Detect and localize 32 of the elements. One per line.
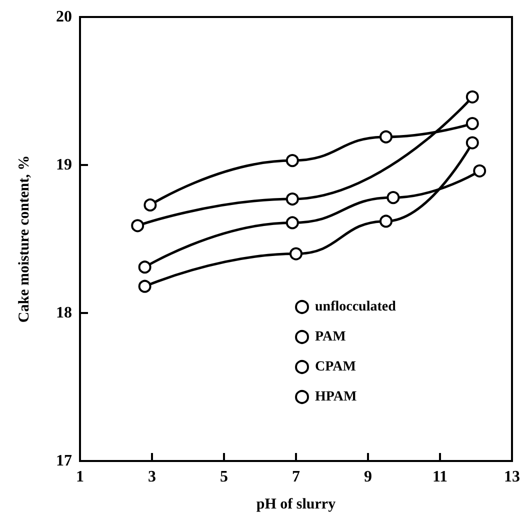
- point: [380, 130, 392, 144]
- x-tick-label: 13: [504, 468, 520, 486]
- x-tick-label: 3: [148, 468, 156, 486]
- point: [473, 164, 486, 178]
- point: [138, 260, 152, 274]
- x-axis-title: pH of slurry: [256, 496, 336, 512]
- point: [144, 198, 157, 212]
- point: [286, 192, 299, 206]
- x-tick-label: 9: [364, 468, 372, 486]
- point: [380, 214, 392, 228]
- x-tick-label: 5: [220, 468, 228, 486]
- point: [286, 216, 299, 230]
- point: [290, 247, 302, 260]
- point: [138, 280, 152, 293]
- y-tick-label: 19: [56, 156, 72, 174]
- point: [131, 219, 144, 232]
- x-tick-label: 11: [432, 468, 448, 486]
- point: [286, 154, 299, 168]
- y-tick-label: 17: [56, 452, 72, 470]
- legend-label: CPAM: [315, 360, 356, 374]
- y-tick-label: 20: [56, 8, 72, 26]
- x-tick-label: 7: [292, 468, 300, 486]
- x-tick-label: 1: [76, 468, 84, 486]
- legend-label: unflocculated: [315, 300, 396, 314]
- y-axis-title: Cake moisture content, %: [16, 155, 32, 323]
- y-tick-label: 18: [56, 304, 72, 322]
- legend-label: HPAM: [315, 390, 357, 404]
- point: [466, 136, 479, 150]
- point: [466, 90, 479, 104]
- point: [466, 117, 479, 130]
- legend-label: PAM: [315, 330, 346, 344]
- point: [386, 191, 400, 204]
